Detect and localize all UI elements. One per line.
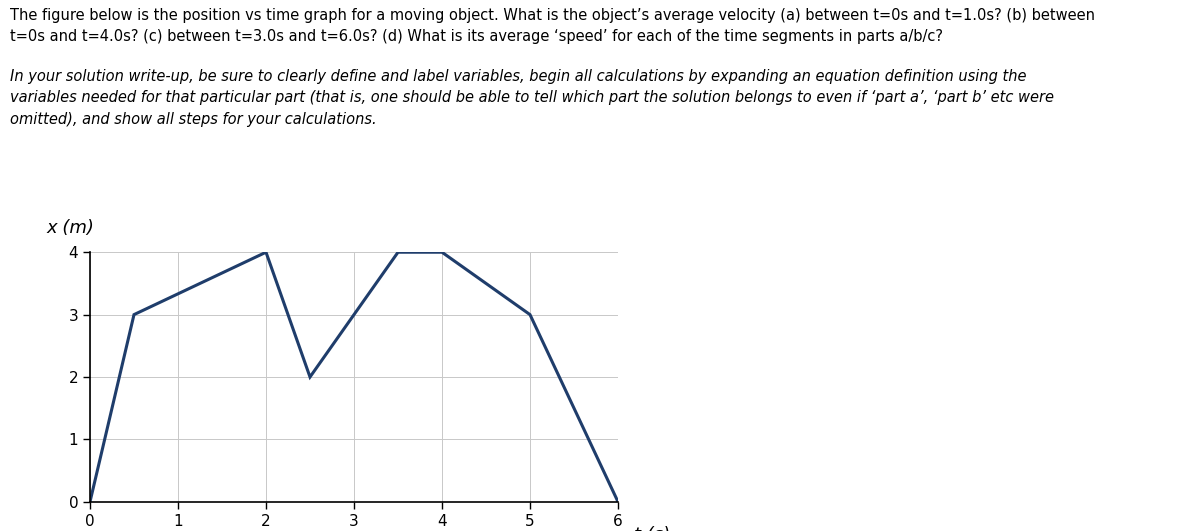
Text: omitted), and show all steps for your calculations.: omitted), and show all steps for your ca… <box>10 112 377 126</box>
Text: variables needed for that particular part (that is, one should be able to tell w: variables needed for that particular par… <box>10 90 1054 105</box>
Text: The figure below is the position vs time graph for a moving object. What is the : The figure below is the position vs time… <box>10 8 1094 23</box>
Text: t=0s and t=4.0s? (c) between t=3.0s and t=6.0s? (d) What is its average ‘speed’ : t=0s and t=4.0s? (c) between t=3.0s and … <box>10 29 943 44</box>
Text: t (s): t (s) <box>634 526 670 531</box>
Text: x (m): x (m) <box>46 219 94 237</box>
Text: In your solution write-up, be sure to clearly define and label variables, begin : In your solution write-up, be sure to cl… <box>10 69 1026 84</box>
